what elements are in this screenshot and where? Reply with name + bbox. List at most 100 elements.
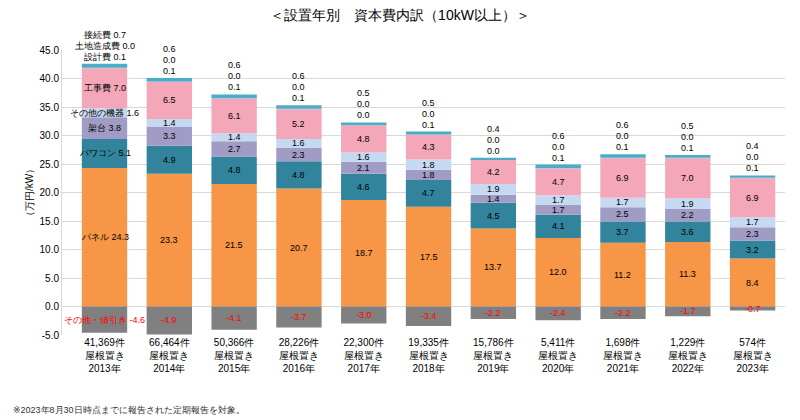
svg-text:6.1: 6.1 <box>228 111 241 121</box>
svg-text:0.6: 0.6 <box>292 71 305 81</box>
svg-text:4.6: 4.6 <box>357 182 370 192</box>
svg-text:15.0: 15.0 <box>40 216 60 227</box>
svg-text:0.6: 0.6 <box>552 131 565 141</box>
svg-text:2.3: 2.3 <box>292 150 305 160</box>
svg-text:-2.4: -2.4 <box>550 308 566 318</box>
svg-text:50,366件屋根置き2015年: 50,366件屋根置き2015年 <box>214 337 255 374</box>
svg-text:41,369件屋根置き2013年: 41,369件屋根置き2013年 <box>84 337 125 374</box>
svg-text:4.7: 4.7 <box>552 177 565 187</box>
svg-text:1.7: 1.7 <box>746 217 759 227</box>
svg-text:0.0: 0.0 <box>746 152 759 162</box>
svg-text:0.5: 0.5 <box>357 88 370 98</box>
svg-text:-4.1: -4.1 <box>226 313 242 323</box>
svg-text:1.9: 1.9 <box>681 199 694 209</box>
svg-text:20.0: 20.0 <box>40 187 60 198</box>
svg-text:-2.2: -2.2 <box>615 308 631 318</box>
svg-text:21.5: 21.5 <box>225 240 243 250</box>
svg-text:22,300件屋根置き2017年: 22,300件屋根置き2017年 <box>343 337 384 374</box>
svg-text:0.1: 0.1 <box>616 142 629 152</box>
svg-text:1.9: 1.9 <box>487 184 500 194</box>
svg-text:5,411件屋根置き2020年: 5,411件屋根置き2020年 <box>538 337 578 374</box>
svg-text:0.5: 0.5 <box>422 98 435 108</box>
svg-text:0.0: 0.0 <box>228 71 241 81</box>
svg-text:40.0: 40.0 <box>40 73 60 84</box>
svg-text:0.1: 0.1 <box>292 93 305 103</box>
svg-text:3.3: 3.3 <box>163 131 176 141</box>
svg-text:0.0: 0.0 <box>163 55 176 65</box>
svg-text:土地造成費 0.0: 土地造成費 0.0 <box>75 41 135 51</box>
svg-text:20.7: 20.7 <box>290 243 308 253</box>
svg-text:3.7: 3.7 <box>616 227 629 237</box>
svg-text:2.1: 2.1 <box>357 163 370 173</box>
svg-text:66,464件屋根置き2014年: 66,464件屋根置き2014年 <box>149 337 190 374</box>
svg-text:0.0: 0.0 <box>357 99 370 109</box>
svg-text:架台 3.8: 架台 3.8 <box>88 123 121 133</box>
svg-text:1.6: 1.6 <box>357 152 370 162</box>
svg-text:0.1: 0.1 <box>422 120 435 130</box>
svg-text:0.1: 0.1 <box>163 66 176 76</box>
svg-text:12.0: 12.0 <box>549 267 567 277</box>
svg-text:25.0: 25.0 <box>40 159 60 170</box>
svg-text:5.2: 5.2 <box>292 119 305 129</box>
svg-text:0.1: 0.1 <box>681 143 694 153</box>
svg-text:0.0: 0.0 <box>487 146 500 156</box>
svg-text:工事費 7.0: 工事費 7.0 <box>84 83 126 93</box>
svg-text:4.8: 4.8 <box>292 170 305 180</box>
svg-text:1.8: 1.8 <box>422 160 435 170</box>
svg-text:0.0: 0.0 <box>422 109 435 119</box>
svg-text:5.0: 5.0 <box>45 273 59 284</box>
svg-text:4.8: 4.8 <box>357 134 370 144</box>
svg-text:4.3: 4.3 <box>422 142 435 152</box>
svg-text:0.6: 0.6 <box>163 44 176 54</box>
svg-text:設計費 0.1: 設計費 0.1 <box>84 52 126 62</box>
svg-text:23.3: 23.3 <box>160 235 178 245</box>
svg-text:-3.0: -3.0 <box>356 310 372 320</box>
svg-text:0.0: 0.0 <box>487 135 500 145</box>
svg-text:0.4: 0.4 <box>487 124 500 134</box>
svg-text:0.0: 0.0 <box>357 110 370 120</box>
svg-text:4.5: 4.5 <box>487 211 500 221</box>
svg-text:19,335件屋根置き2018年: 19,335件屋根置き2018年 <box>408 337 449 374</box>
svg-text:1.4: 1.4 <box>228 132 241 142</box>
svg-text:1.6: 1.6 <box>292 138 305 148</box>
svg-text:15,786件屋根置き2019年: 15,786件屋根置き2019年 <box>473 337 514 374</box>
svg-text:4.7: 4.7 <box>422 188 435 198</box>
svg-text:574件屋根置き2023年: 574件屋根置き2023年 <box>733 337 773 374</box>
svg-text:1,698件屋根置き2021年: 1,698件屋根置き2021年 <box>603 337 643 374</box>
svg-text:0.0: 0.0 <box>292 82 305 92</box>
svg-text:（万円/kW）: （万円/kW） <box>24 164 35 221</box>
svg-text:-5.0: -5.0 <box>42 330 60 341</box>
svg-text:1.4: 1.4 <box>487 194 500 204</box>
svg-text:6.9: 6.9 <box>616 173 629 183</box>
svg-text:-1.7: -1.7 <box>680 306 696 316</box>
svg-text:2.7: 2.7 <box>228 144 241 154</box>
svg-text:45.0: 45.0 <box>40 45 60 56</box>
svg-text:11.3: 11.3 <box>679 269 696 279</box>
svg-text:4.8: 4.8 <box>228 165 241 175</box>
svg-text:4.9: 4.9 <box>163 155 176 165</box>
svg-text:1.8: 1.8 <box>422 170 435 180</box>
svg-text:1.7: 1.7 <box>616 197 629 207</box>
svg-text:2.5: 2.5 <box>616 209 629 219</box>
svg-text:28,226件屋根置き2016年: 28,226件屋根置き2016年 <box>279 337 320 374</box>
svg-text:1,229件屋根置き2022年: 1,229件屋根置き2022年 <box>668 337 708 374</box>
svg-text:1.7: 1.7 <box>552 205 565 215</box>
svg-text:-2.2: -2.2 <box>485 308 501 318</box>
svg-text:パワコン 5.1: パワコン 5.1 <box>79 148 131 158</box>
svg-text:0.1: 0.1 <box>552 153 565 163</box>
svg-text:接続費 0.7: 接続費 0.7 <box>84 30 126 40</box>
svg-text:0.0: 0.0 <box>616 131 629 141</box>
svg-text:4.2: 4.2 <box>487 167 500 177</box>
svg-text:0.4: 0.4 <box>746 141 759 151</box>
svg-text:0.1: 0.1 <box>228 82 241 92</box>
svg-text:-0.7: -0.7 <box>745 304 761 314</box>
svg-text:4.1: 4.1 <box>552 221 565 231</box>
svg-text:0.1: 0.1 <box>746 163 759 173</box>
svg-text:-3.7: -3.7 <box>291 312 307 322</box>
svg-text:-4.9: -4.9 <box>161 315 177 325</box>
svg-text:11.2: 11.2 <box>614 270 631 280</box>
svg-text:6.5: 6.5 <box>163 95 176 105</box>
svg-text:3.6: 3.6 <box>681 227 694 237</box>
svg-text:※2023年8月30日時点までに報告された定期報告を対象。: ※2023年8月30日時点までに報告された定期報告を対象。 <box>13 405 245 415</box>
svg-text:0.0: 0.0 <box>681 132 694 142</box>
